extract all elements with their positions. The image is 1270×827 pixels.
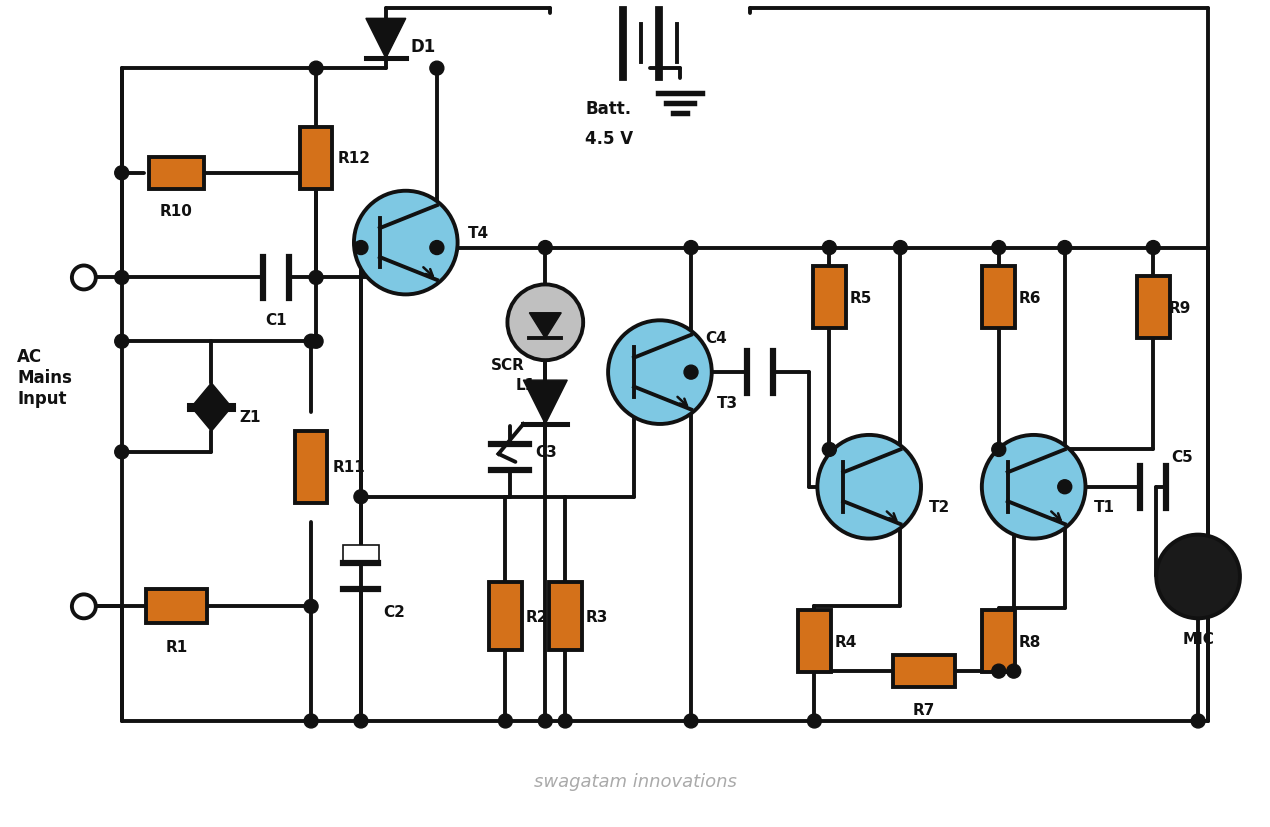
Circle shape	[982, 435, 1086, 539]
Text: T4: T4	[467, 226, 489, 241]
Text: R7: R7	[913, 701, 935, 717]
Circle shape	[1147, 241, 1161, 256]
Circle shape	[992, 664, 1006, 678]
Circle shape	[72, 266, 95, 290]
Text: R2: R2	[526, 609, 547, 624]
Text: R11: R11	[333, 460, 366, 475]
Circle shape	[893, 241, 907, 256]
Circle shape	[1058, 480, 1072, 494]
Circle shape	[498, 715, 512, 728]
Text: MIC: MIC	[1182, 631, 1214, 646]
Text: R8: R8	[1019, 634, 1041, 649]
Circle shape	[559, 715, 573, 728]
Circle shape	[114, 446, 128, 459]
Text: C5: C5	[1171, 450, 1193, 465]
Circle shape	[304, 335, 318, 349]
Circle shape	[1007, 664, 1021, 678]
Circle shape	[538, 241, 552, 256]
Polygon shape	[189, 405, 234, 432]
Text: swagatam innovations: swagatam innovations	[533, 772, 737, 790]
Text: T1: T1	[1093, 500, 1115, 514]
Polygon shape	[189, 384, 234, 409]
Text: D1: D1	[410, 38, 436, 56]
Text: R5: R5	[850, 290, 871, 305]
Circle shape	[992, 241, 1006, 256]
Bar	[813, 267, 846, 329]
Circle shape	[823, 443, 837, 457]
Circle shape	[685, 366, 699, 380]
Polygon shape	[530, 313, 561, 339]
Circle shape	[818, 435, 921, 539]
Text: Z1: Z1	[239, 410, 260, 425]
Bar	[149, 158, 204, 189]
Circle shape	[309, 335, 323, 349]
Bar	[549, 583, 582, 650]
Circle shape	[808, 715, 822, 728]
Circle shape	[685, 241, 699, 256]
Text: 4.5 V: 4.5 V	[585, 130, 634, 148]
Circle shape	[114, 166, 128, 180]
Circle shape	[685, 715, 699, 728]
Text: AC
Mains
Input: AC Mains Input	[17, 348, 72, 408]
Text: R1: R1	[165, 639, 188, 654]
Text: Batt.: Batt.	[585, 100, 631, 118]
Circle shape	[823, 241, 837, 256]
Text: C2: C2	[382, 604, 405, 619]
Circle shape	[114, 271, 128, 285]
Text: R9: R9	[1168, 300, 1190, 315]
Circle shape	[429, 241, 443, 256]
Bar	[982, 610, 1015, 672]
Circle shape	[354, 715, 368, 728]
Circle shape	[1058, 241, 1072, 256]
Text: C1: C1	[265, 313, 287, 327]
Text: T2: T2	[930, 500, 950, 514]
Circle shape	[1156, 535, 1240, 619]
Circle shape	[354, 490, 368, 504]
Circle shape	[72, 595, 95, 619]
Text: R3: R3	[585, 609, 607, 624]
Text: R4: R4	[834, 634, 857, 649]
Circle shape	[354, 192, 457, 295]
Circle shape	[309, 271, 323, 285]
Circle shape	[354, 241, 368, 256]
Circle shape	[304, 715, 318, 728]
Text: R6: R6	[1019, 290, 1041, 305]
Bar	[798, 610, 831, 672]
Circle shape	[538, 715, 552, 728]
Circle shape	[508, 285, 583, 361]
Circle shape	[1191, 715, 1205, 728]
Bar	[343, 545, 378, 561]
Bar	[489, 583, 522, 650]
Text: R10: R10	[160, 204, 193, 219]
Bar	[300, 128, 331, 189]
Text: L1: L1	[516, 377, 536, 392]
Text: SCR: SCR	[490, 357, 525, 372]
Text: C3: C3	[536, 445, 558, 460]
Circle shape	[429, 62, 443, 76]
Bar	[1137, 277, 1170, 339]
Bar	[146, 590, 207, 624]
Polygon shape	[523, 380, 568, 424]
Circle shape	[304, 600, 318, 614]
Text: C4: C4	[705, 330, 726, 346]
Circle shape	[309, 62, 323, 76]
Circle shape	[114, 335, 128, 349]
Text: T3: T3	[716, 395, 738, 410]
Bar	[295, 432, 328, 503]
Polygon shape	[366, 19, 406, 59]
Bar	[893, 655, 955, 687]
Text: R12: R12	[338, 151, 371, 166]
Circle shape	[992, 443, 1006, 457]
Bar	[982, 267, 1015, 329]
Circle shape	[608, 321, 711, 424]
